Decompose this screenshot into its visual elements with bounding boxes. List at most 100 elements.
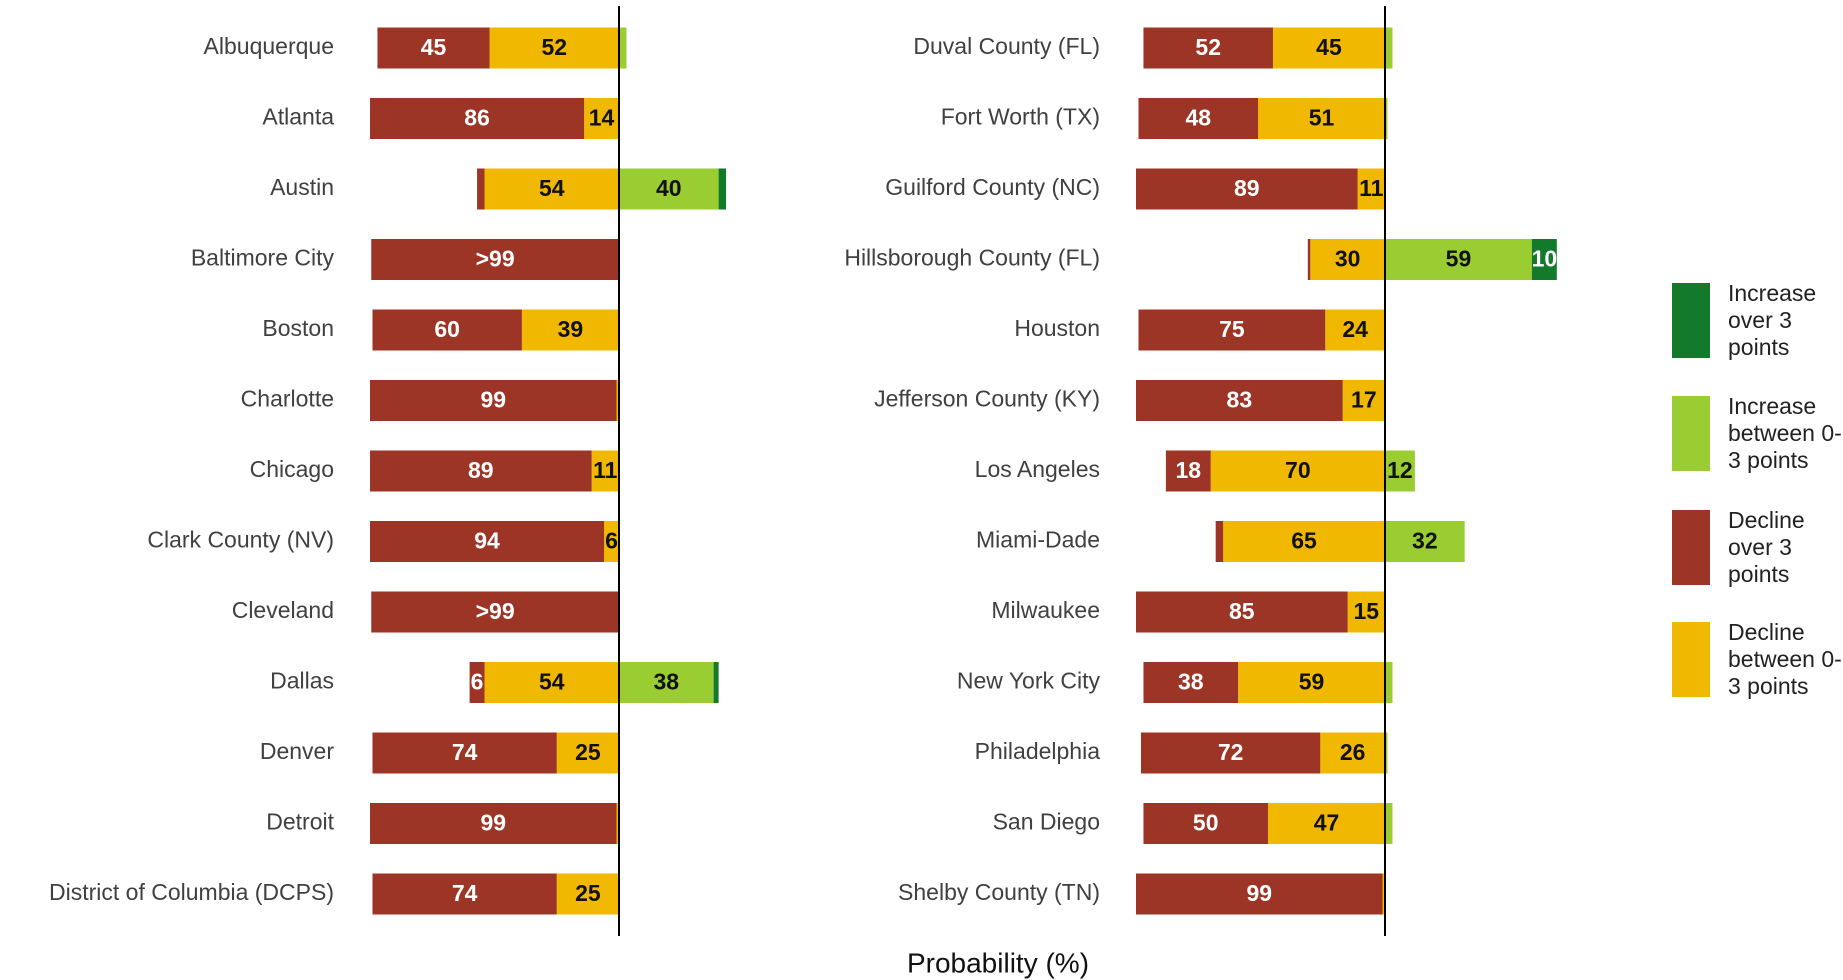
- value-label: 40: [656, 175, 682, 201]
- bar-segment: [1385, 521, 1465, 562]
- value-label: 18: [1175, 457, 1201, 483]
- bar-segment: [1310, 239, 1385, 280]
- legend-label: Decline between 0-3 points: [1728, 619, 1842, 699]
- bar-segment: [1136, 591, 1348, 633]
- value-label: 99: [480, 810, 506, 836]
- bar-segment: [1143, 27, 1273, 69]
- value-label: 25: [575, 880, 601, 906]
- bar-segment: [1136, 873, 1383, 915]
- bar-segment: [604, 521, 619, 562]
- value-label: 50: [1193, 810, 1219, 836]
- category-label: Charlotte: [241, 386, 334, 412]
- bar-segment: [372, 309, 522, 351]
- bar-segment: [1143, 803, 1268, 844]
- category-label: Milwaukee: [991, 597, 1100, 623]
- category-label: Dallas: [270, 668, 334, 694]
- bar-segment: [1138, 309, 1326, 351]
- bar-segment: [1165, 450, 1211, 492]
- legend-label: Decline over 3 points: [1728, 507, 1805, 587]
- bar-segment: [616, 380, 619, 421]
- bar-segment: [1385, 450, 1415, 492]
- value-label: 17: [1351, 387, 1377, 413]
- bar-segment: [477, 168, 485, 210]
- category-label: Philadelphia: [975, 738, 1101, 764]
- bar-segment: [370, 450, 592, 492]
- bar-segment: [619, 27, 627, 69]
- value-label: 14: [589, 105, 615, 131]
- bar-segment: [1531, 239, 1557, 280]
- value-label: 26: [1340, 739, 1366, 765]
- bar-segment: [1385, 98, 1388, 139]
- value-label: 11: [1359, 175, 1384, 201]
- category-label: Miami-Dade: [976, 527, 1100, 553]
- bar-segment: [521, 309, 619, 351]
- bar-segment: [556, 732, 619, 774]
- value-label: 65: [1291, 528, 1317, 554]
- category-label: San Diego: [993, 809, 1100, 835]
- value-label: 24: [1342, 316, 1368, 342]
- value-label: 45: [421, 34, 447, 60]
- value-label: 12: [1387, 457, 1413, 483]
- bar-segment: [619, 168, 719, 210]
- value-label: 83: [1227, 387, 1253, 413]
- value-label: 74: [452, 739, 478, 765]
- category-label: Jefferson County (KY): [874, 386, 1100, 412]
- bar-segment: [372, 873, 557, 915]
- value-label: 47: [1314, 810, 1340, 836]
- bar-segment: [591, 450, 619, 492]
- bar-segment: [1307, 239, 1311, 280]
- value-label: 52: [1195, 34, 1221, 60]
- bar-segment: [371, 591, 619, 633]
- value-label: 11: [593, 457, 618, 483]
- category-label: Detroit: [266, 809, 334, 835]
- value-label: 6: [605, 528, 618, 554]
- bar-segment: [1143, 662, 1239, 703]
- value-label: 89: [468, 457, 494, 483]
- bar-segment: [1385, 732, 1388, 774]
- category-label: Boston: [262, 315, 334, 341]
- bar-segment: [1223, 521, 1385, 562]
- category-label: Albuquerque: [204, 33, 334, 59]
- bar-segment: [1382, 873, 1385, 915]
- value-label: 59: [1299, 669, 1325, 695]
- value-label: 15: [1354, 598, 1380, 624]
- bar-segment: [371, 239, 619, 280]
- value-label: 85: [1229, 598, 1255, 624]
- bar-segment: [1267, 803, 1385, 844]
- category-label: Cleveland: [232, 597, 334, 623]
- bar-segment: [372, 732, 557, 774]
- value-label: 86: [464, 105, 490, 131]
- category-label: Shelby County (TN): [898, 879, 1100, 905]
- value-label: 45: [1316, 34, 1342, 60]
- value-label: 25: [575, 739, 601, 765]
- value-label: 59: [1446, 246, 1472, 272]
- legend-swatch: [1672, 283, 1710, 358]
- value-label: 39: [558, 316, 584, 342]
- legend-swatch: [1672, 510, 1710, 585]
- category-label: Baltimore City: [191, 245, 335, 271]
- value-label: >99: [476, 598, 515, 624]
- value-label: 10: [1532, 246, 1558, 272]
- bar-segment: [469, 662, 485, 703]
- value-label: 38: [1178, 669, 1204, 695]
- bar-segment: [489, 27, 619, 69]
- bar-segment: [1136, 168, 1358, 210]
- bar-segment: [713, 662, 719, 703]
- bar-segment: [1357, 168, 1385, 210]
- category-label: District of Columbia (DCPS): [49, 879, 334, 905]
- value-label: 30: [1335, 246, 1361, 272]
- value-label: 70: [1285, 457, 1311, 483]
- bar-segment: [1140, 732, 1321, 774]
- value-label: 99: [480, 387, 506, 413]
- value-label: 74: [452, 880, 478, 906]
- bar-segment: [1138, 98, 1259, 139]
- value-label: >99: [476, 246, 515, 272]
- value-label: 51: [1309, 105, 1335, 131]
- value-label: 75: [1219, 316, 1245, 342]
- bar-segment: [484, 168, 619, 210]
- category-label: Denver: [260, 738, 334, 764]
- value-label: 99: [1246, 880, 1272, 906]
- category-label: Houston: [1014, 315, 1100, 341]
